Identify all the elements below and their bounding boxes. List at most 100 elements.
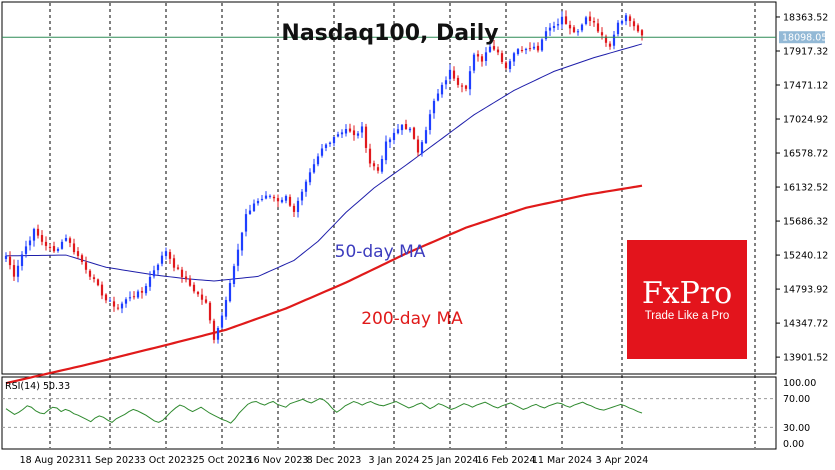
candle-body (560, 16, 564, 25)
candle-body (236, 249, 240, 266)
candle-body (20, 254, 24, 266)
candle-body (596, 23, 600, 32)
rsi-y-tick-label: 100.00 (783, 378, 816, 389)
rsi-y-tick-label: 30.00 (783, 423, 810, 434)
x-tick-label: 25 Jan 2024 (422, 455, 479, 466)
candle-body (256, 200, 260, 204)
candle-body (264, 195, 268, 199)
candle-body (8, 256, 12, 266)
candle-body (56, 248, 60, 251)
candle-body (468, 71, 472, 90)
candle-body (572, 27, 576, 33)
candle-body (444, 80, 448, 85)
main-panel-frame (1, 1, 777, 375)
candle-body (364, 126, 368, 148)
candle-body (420, 142, 424, 154)
candle-body (308, 172, 312, 183)
candle-body (600, 32, 604, 36)
candle-body (628, 16, 632, 21)
candle-body (28, 240, 32, 246)
candle-body (208, 302, 212, 321)
x-tick-label: 3 Apr 2024 (596, 455, 649, 466)
candle-body (632, 21, 636, 27)
candle-body (144, 286, 148, 294)
candlestick-series (4, 10, 644, 344)
candle-body (476, 54, 480, 57)
candle-body (404, 124, 408, 130)
candle-body (428, 114, 432, 130)
candle-body (516, 49, 520, 54)
candle-body (500, 53, 504, 62)
candle-body (116, 307, 120, 309)
candle-body (204, 299, 208, 303)
candle-body (88, 270, 92, 277)
candle-body (524, 48, 528, 51)
candle-body (196, 291, 200, 295)
candle-body (280, 199, 284, 203)
candle-body (332, 136, 336, 144)
candle-body (152, 270, 156, 277)
current-price-tag-text: 18098.05 (782, 33, 827, 44)
candle-body (400, 124, 404, 131)
candle-body (636, 25, 640, 32)
candle-body (368, 148, 372, 164)
candle-body (576, 31, 580, 33)
candle-body (216, 328, 220, 340)
candle-body (36, 228, 40, 236)
candle-body (536, 45, 540, 51)
candle-body (328, 142, 332, 144)
ma50-line-group (5, 43, 643, 282)
candle-body (80, 255, 84, 263)
fxpro-tagline: Trade Like a Pro (645, 310, 730, 322)
candle-body (288, 196, 292, 206)
candle-body (616, 22, 620, 35)
candle-body (136, 291, 140, 298)
ma200-line-group (5, 184, 643, 385)
x-tick-label: 16 Feb 2024 (476, 455, 535, 466)
candle-body (64, 237, 68, 241)
candle-body (212, 320, 216, 340)
vertical-grid (49, 3, 756, 448)
candle-body (472, 54, 476, 71)
candle-body (16, 265, 20, 277)
rsi-label: RSI(14) 50.33 (5, 381, 70, 392)
y-tick-label: 16578.72 (783, 149, 828, 160)
candle-body (260, 198, 264, 200)
candle-body (568, 24, 572, 29)
candle-body (504, 62, 508, 69)
candle-body (356, 133, 360, 136)
candle-body (412, 127, 416, 139)
candle-body (604, 36, 608, 43)
candle-body (512, 53, 516, 62)
candle-body (508, 61, 512, 69)
candle-body (52, 246, 56, 252)
candle-body (68, 238, 72, 243)
candle-body (32, 228, 36, 241)
candle-body (160, 255, 164, 264)
candle-body (556, 24, 560, 26)
y-tick-label: 18363.52 (783, 12, 828, 23)
candle-body (312, 164, 316, 173)
candle-body (200, 294, 204, 300)
candle-body (132, 296, 136, 298)
candle-body (124, 299, 128, 304)
candle-body (492, 46, 496, 50)
candle-body (380, 159, 384, 172)
candle-body (544, 31, 548, 40)
candle-body (388, 139, 392, 143)
candle-body (220, 315, 224, 328)
candle-body (284, 196, 288, 201)
candle-body (172, 258, 176, 268)
y-tick-label: 15240.12 (783, 251, 828, 262)
candle-body (40, 235, 44, 242)
y-tick-label: 17917.32 (783, 46, 828, 57)
x-tick-label: 16 Nov 2023 (248, 455, 309, 466)
candle-body (228, 283, 232, 302)
candle-body (168, 252, 172, 259)
fxpro-logo-box (627, 240, 747, 359)
candle-body (188, 278, 192, 286)
y-axis-labels: 18363.52 17917.32 17471.12 17024.92 16578.72… (776, 12, 828, 364)
candle-body (60, 241, 64, 249)
candle-body (316, 156, 320, 165)
candle-body (44, 241, 48, 246)
